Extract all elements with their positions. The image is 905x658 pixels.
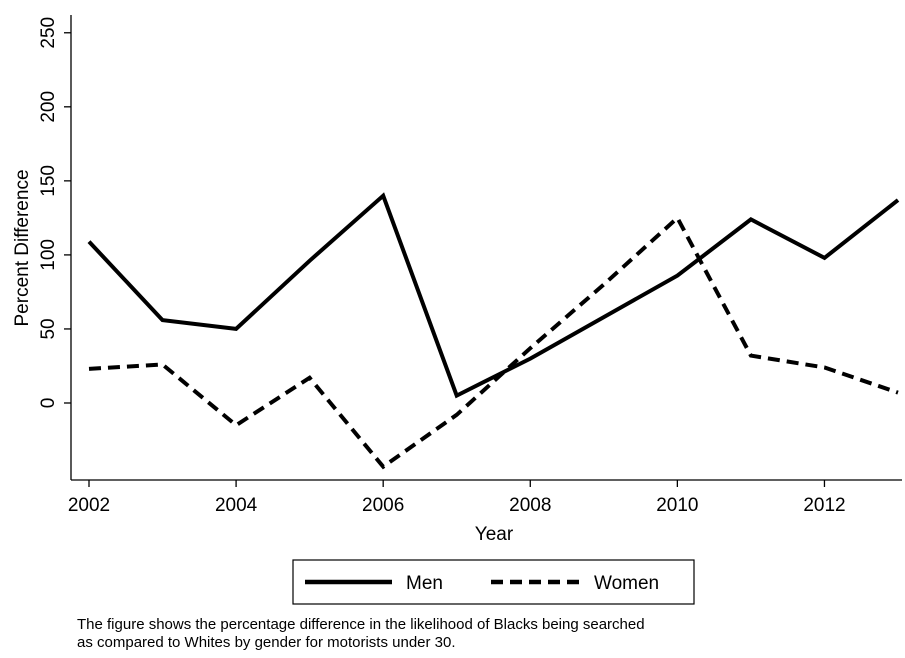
y-tick-label: 150 [38,165,59,197]
x-tick-label: 2006 [362,495,404,516]
legend: Men Women [292,559,695,605]
figure-caption: The figure shows the percentage differen… [77,616,837,652]
y-tick-label: 50 [38,318,59,339]
series-line-men [87,192,900,399]
legend-label-men: Men [406,573,443,594]
x-tick-label: 2004 [215,495,258,516]
line-chart: 0 50 100 150 200 250 2002 2004 2006 2008 2010 2012… [12,15,902,605]
y-tick-label: 0 [38,398,59,409]
legend-label-women: Women [594,573,659,594]
x-tick-label: 2002 [68,495,110,516]
caption-line-2: as compared to Whites by gender for moto… [77,634,456,651]
x-tick-label: 2008 [509,495,551,516]
x-axis-ticks: 2002 2004 2006 2008 2010 2012 [68,480,846,516]
x-axis-label: Year [475,524,514,545]
series-lines [87,192,900,470]
x-tick-label: 2012 [803,495,845,516]
y-tick-label: 250 [38,17,59,49]
x-tick-label: 2010 [656,495,698,516]
y-axis-ticks: 0 50 100 150 200 250 [38,17,71,408]
y-tick-label: 200 [38,91,59,123]
y-tick-label: 100 [38,239,59,271]
series-line-women [88,214,899,470]
caption-line-1: The figure shows the percentage differen… [77,616,645,633]
y-axis-label: Percent Difference [12,169,33,326]
